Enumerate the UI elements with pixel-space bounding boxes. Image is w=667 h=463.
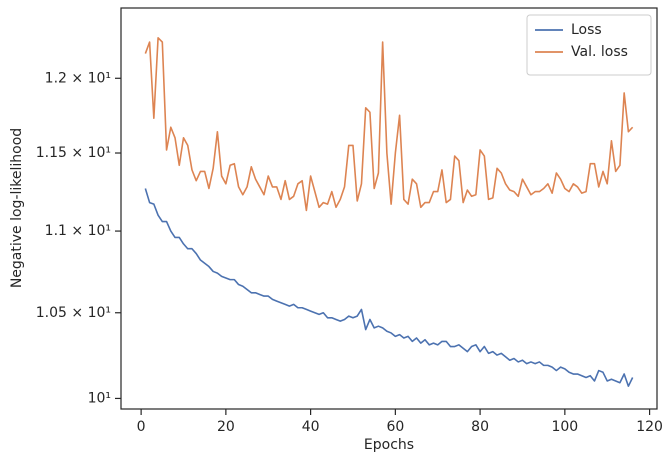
legend-label: Loss (571, 22, 602, 38)
x-tick-label: 60 (386, 419, 404, 435)
series-line (144, 188, 634, 387)
y-tick-label: 1.15 × 10¹ (36, 145, 111, 161)
x-tick-label: 20 (217, 419, 235, 435)
x-tick-label: 80 (471, 419, 489, 435)
x-tick-label: 40 (302, 419, 320, 435)
y-tick-label: 1.1 × 10¹ (45, 223, 111, 239)
x-axis-label: Epochs (364, 437, 414, 453)
y-tick-label: 1.05 × 10¹ (36, 305, 111, 321)
y-tick-label: 10¹ (88, 390, 111, 406)
x-tick-label: 120 (636, 419, 663, 435)
series-line (144, 36, 634, 212)
x-tick-label: 100 (551, 419, 578, 435)
y-axis-label: Negative log-likelihood (9, 128, 25, 288)
y-tick-label: 1.2 × 10¹ (45, 70, 111, 86)
legend-label: Val. loss (571, 44, 628, 60)
axes-frame (120, 7, 658, 410)
x-tick-label: 0 (137, 419, 146, 435)
